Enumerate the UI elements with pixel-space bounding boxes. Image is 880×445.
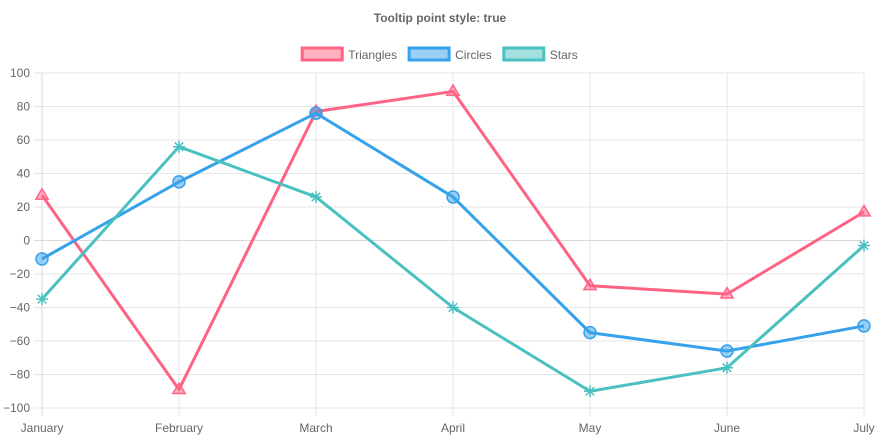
legend-item-circles[interactable]: Circles [407, 46, 492, 62]
legend-item-stars[interactable]: Stars [502, 46, 578, 62]
x-tick-label: June [714, 421, 740, 435]
legend-label: Triangles [348, 48, 397, 62]
series-group [34, 83, 872, 398]
legend-item-triangles[interactable]: Triangles [300, 46, 397, 62]
legend[interactable]: Triangles Circles Stars [300, 46, 578, 62]
data-point-circle[interactable] [446, 190, 460, 204]
y-tick-label: −40 [10, 301, 31, 315]
x-tick-label: July [853, 421, 874, 435]
y-tick-label: 0 [23, 234, 30, 248]
data-point-circle[interactable] [35, 252, 49, 266]
x-tick-label: March [299, 421, 332, 435]
y-tick-label: −80 [10, 368, 31, 382]
legend-swatch [407, 46, 451, 62]
data-point-star[interactable] [858, 239, 870, 252]
legend-label: Circles [455, 48, 492, 62]
data-point-circle[interactable] [172, 175, 186, 189]
data-point-star[interactable] [721, 361, 733, 374]
grid [34, 72, 865, 416]
y-tick-label: −20 [10, 267, 31, 281]
y-tick-label: −100 [3, 401, 30, 415]
series-stars [36, 140, 870, 398]
legend-label: Stars [550, 48, 578, 62]
data-point-triangle[interactable] [445, 83, 461, 97]
y-tick-label: 80 [17, 100, 31, 114]
x-tick-label: April [441, 421, 465, 435]
y-tick-label: −60 [10, 334, 31, 348]
y-tick-label: 60 [17, 133, 31, 147]
x-tick-label: January [21, 421, 64, 435]
chart-title: Tooltip point style: true [374, 11, 507, 25]
x-tick-label: February [155, 421, 203, 435]
x-tick-label: May [579, 421, 602, 435]
data-point-star[interactable] [447, 301, 459, 314]
data-point-star[interactable] [36, 293, 48, 306]
data-point-triangle[interactable] [34, 187, 50, 200]
legend-swatch [502, 46, 546, 62]
data-point-circle[interactable] [583, 325, 597, 340]
x-axis: January February March April May June July [21, 421, 875, 435]
data-point-triangle[interactable] [719, 286, 735, 299]
y-tick-label: 100 [10, 66, 30, 80]
data-point-triangle[interactable] [171, 381, 187, 395]
data-point-triangle[interactable] [582, 277, 598, 291]
series-circles [35, 106, 871, 358]
y-tick-label: 40 [17, 167, 31, 181]
legend-swatch [300, 46, 344, 62]
y-tick-label: 20 [17, 200, 31, 214]
data-point-circle[interactable] [857, 319, 871, 333]
data-point-triangle[interactable] [856, 204, 872, 217]
data-point-star[interactable] [173, 140, 185, 153]
data-point-star[interactable] [584, 385, 596, 398]
data-point-circle[interactable] [309, 106, 323, 120]
y-axis: 100 80 60 40 20 0 −20 −40 −60 −80 −100 [3, 66, 30, 415]
data-point-star[interactable] [310, 190, 322, 203]
data-point-circle[interactable] [720, 344, 734, 358]
